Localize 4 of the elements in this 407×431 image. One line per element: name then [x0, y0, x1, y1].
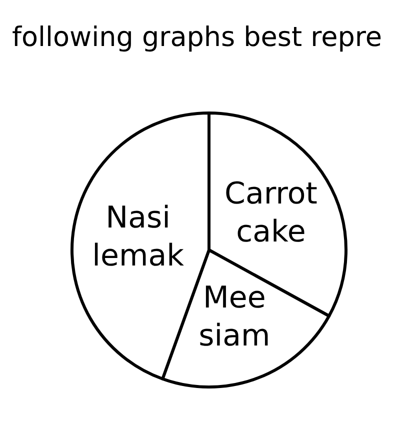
slice-label: Nasi lemak — [92, 200, 185, 274]
chart-title: following graphs best repre — [12, 22, 382, 53]
slice-label: Mee siam — [198, 280, 270, 354]
slice-label: Carrot cake — [224, 176, 318, 250]
